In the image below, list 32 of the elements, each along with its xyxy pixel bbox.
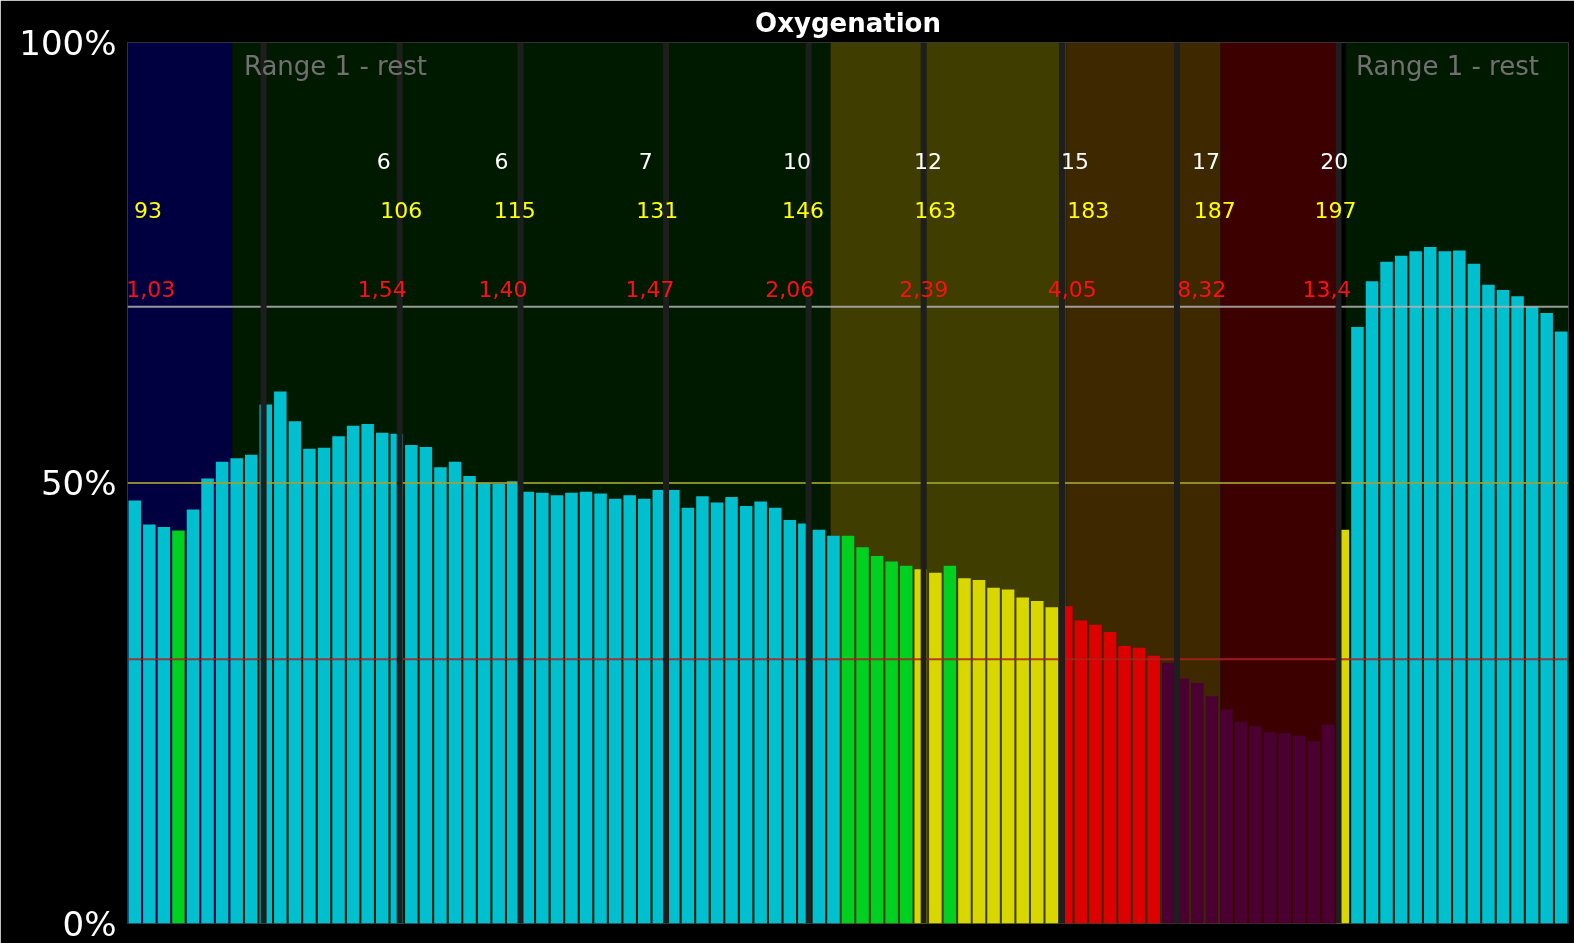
y-tick-label: 0% xyxy=(62,903,117,943)
annotation: Range 1 - rest xyxy=(243,51,427,82)
annotation: 12 xyxy=(914,149,943,175)
y-tick-label: 100% xyxy=(19,22,117,63)
annotation: 93 xyxy=(133,197,162,223)
annotation: 2,39 xyxy=(899,277,949,303)
annotation: 146 xyxy=(781,197,824,223)
annotation: 187 xyxy=(1193,197,1236,223)
annotation: 7 xyxy=(638,149,653,175)
annotation: 183 xyxy=(1067,197,1110,223)
chart-title: Oxygenation xyxy=(755,7,941,38)
annotation: 1,03 xyxy=(126,277,176,303)
annotation: 197 xyxy=(1314,197,1357,223)
annotation: 131 xyxy=(636,197,679,223)
annotation: 15 xyxy=(1061,149,1090,175)
annotation: 1,47 xyxy=(625,277,675,303)
annotation: 6 xyxy=(494,149,509,175)
annotation: 2,06 xyxy=(765,277,815,303)
annotation: 1,54 xyxy=(357,277,407,303)
annotation: Range 1 - rest xyxy=(1355,51,1539,82)
annotation: 4,05 xyxy=(1047,277,1097,303)
annotation: 106 xyxy=(380,197,423,223)
annotation: 115 xyxy=(493,197,536,223)
y-tick-label: 50% xyxy=(40,463,117,503)
annotation: 6 xyxy=(376,149,391,175)
annotation: 1,40 xyxy=(478,277,528,303)
annotation: 20 xyxy=(1320,149,1349,175)
annotation: 17 xyxy=(1192,149,1221,175)
annotation: 163 xyxy=(914,197,957,223)
annotation: 13,4 xyxy=(1302,277,1352,303)
annotation: 10 xyxy=(783,149,812,175)
annotation: 8,32 xyxy=(1177,277,1227,303)
